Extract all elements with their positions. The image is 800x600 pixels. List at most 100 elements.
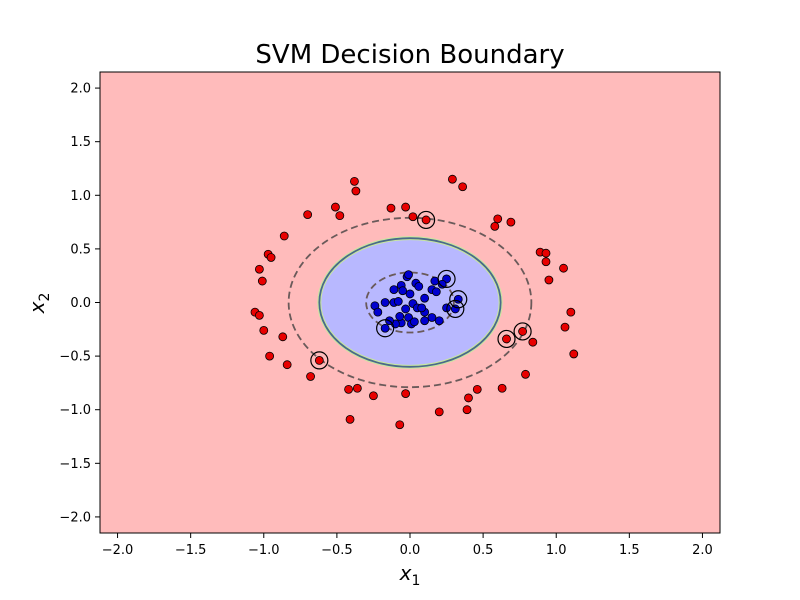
outer-class-point xyxy=(254,310,264,320)
outer-class-point xyxy=(254,264,264,274)
outer-class-point xyxy=(569,349,579,359)
y-tick-label: 1.5 xyxy=(70,135,91,150)
outer-class-point xyxy=(458,182,468,192)
outer-class-point xyxy=(401,202,411,212)
y-tick-label: −2.0 xyxy=(59,510,91,525)
inner-class-point xyxy=(427,313,437,322)
outer-class-point xyxy=(421,215,431,225)
inner-class-point xyxy=(373,307,383,317)
outer-class-point xyxy=(335,211,345,221)
x-tick-label: 0.5 xyxy=(473,543,494,558)
outer-class-point xyxy=(401,389,411,399)
margin-inner xyxy=(365,271,455,334)
support-vector-marker xyxy=(513,322,532,341)
outer-class-point xyxy=(518,327,527,336)
outer-class-point xyxy=(566,307,576,317)
outer-class-point xyxy=(345,414,355,424)
inner-class-point xyxy=(409,317,419,327)
outer-class-point xyxy=(560,322,570,332)
outer-class-point xyxy=(314,355,324,365)
outer-class-point xyxy=(303,210,313,219)
inner-class-point xyxy=(405,289,415,299)
outer-class-point xyxy=(521,369,530,379)
x-tick-label: 1.0 xyxy=(546,543,567,558)
chart-title: SVM Decision Boundary xyxy=(255,40,564,70)
x-tick-label: 1.5 xyxy=(619,543,640,558)
support-vector-marker xyxy=(437,269,456,289)
outer-class-point xyxy=(490,221,500,231)
outer-class-point xyxy=(541,248,551,258)
outer-class-point xyxy=(344,384,353,394)
inner-class-point xyxy=(380,298,390,307)
support-vector-marker xyxy=(449,290,468,309)
y-tick-label: −1.0 xyxy=(59,403,91,418)
outer-class-point xyxy=(541,257,551,267)
outer-class-point xyxy=(350,176,359,186)
y-tick-label: 0.5 xyxy=(70,242,91,257)
inner-class-point xyxy=(398,286,408,296)
outer-class-point xyxy=(408,212,418,222)
y-axis-ticks: −2.0 −1.5 −1.0 −0.5 0.0 0.5 1.0 1.5 2.0 xyxy=(59,82,100,525)
x-axis-label: x1 xyxy=(399,561,421,589)
outer-class-point xyxy=(279,231,289,241)
inner-class-point xyxy=(417,303,427,313)
x-axis-ticks: −2.0 −1.5 −1.0 −0.5 0.0 0.5 1.0 1.5 2.0 xyxy=(102,533,713,558)
outer-class-point xyxy=(331,202,340,212)
outer-class-point xyxy=(462,405,472,415)
outer-class-point xyxy=(506,217,516,227)
support-vector-marker xyxy=(416,210,436,230)
outer-class-point xyxy=(369,391,378,401)
outer-class-point xyxy=(448,174,457,184)
x-tick-label: 0.0 xyxy=(400,543,421,558)
support-vector-marker xyxy=(497,329,516,349)
outer-class-point xyxy=(528,337,538,347)
plot-area xyxy=(100,72,720,533)
outer-class-point xyxy=(502,334,511,344)
x-tick-label: −1.0 xyxy=(248,543,280,558)
inner-class-point xyxy=(380,323,390,333)
inner-class-point xyxy=(389,285,399,295)
x-tick-label: −0.5 xyxy=(321,543,353,558)
outer-class-point xyxy=(257,276,267,286)
y-tick-label: −1.5 xyxy=(59,457,91,472)
outer-class-point xyxy=(351,186,361,196)
support-vector-marker xyxy=(310,351,329,370)
outer-class-point xyxy=(434,407,444,417)
outer-class-point xyxy=(497,383,507,393)
support-vectors xyxy=(310,210,532,370)
data-points xyxy=(250,174,579,430)
outer-class-point xyxy=(352,383,362,393)
outer-class-point xyxy=(265,351,275,361)
inner-class-point xyxy=(401,304,411,314)
outer-class-point xyxy=(282,360,292,370)
outer-class-point xyxy=(559,263,568,273)
y-tick-label: −0.5 xyxy=(59,350,91,365)
outer-class-point xyxy=(493,214,503,224)
inner-class-point xyxy=(420,316,430,326)
x-tick-label: 2.0 xyxy=(692,543,713,558)
inner-class-point xyxy=(437,279,447,289)
outer-class-point xyxy=(464,393,473,403)
y-tick-label: 1.0 xyxy=(70,189,91,204)
inner-class-point xyxy=(414,282,424,291)
y-tick-label: 2.0 xyxy=(70,82,91,97)
support-vector-marker xyxy=(446,299,465,319)
x-tick-label: −1.5 xyxy=(175,543,207,558)
x-tick-label: −2.0 xyxy=(102,543,134,558)
inner-class-point xyxy=(393,297,403,306)
inner-class-point xyxy=(420,293,430,303)
outer-class-point xyxy=(259,325,269,335)
outer-class-point xyxy=(544,275,554,285)
outer-class-point xyxy=(278,332,288,342)
inner-class-point xyxy=(404,270,413,280)
outer-class-point xyxy=(266,253,276,262)
support-vector-marker xyxy=(376,319,395,338)
outer-class-point xyxy=(306,372,315,381)
outer-class-point xyxy=(395,420,405,430)
inner-class-point xyxy=(434,316,444,326)
y-tick-label: 0.0 xyxy=(70,296,91,311)
outer-class-point xyxy=(386,203,396,213)
outer-class-point xyxy=(472,384,482,394)
inner-class-point xyxy=(431,287,441,297)
